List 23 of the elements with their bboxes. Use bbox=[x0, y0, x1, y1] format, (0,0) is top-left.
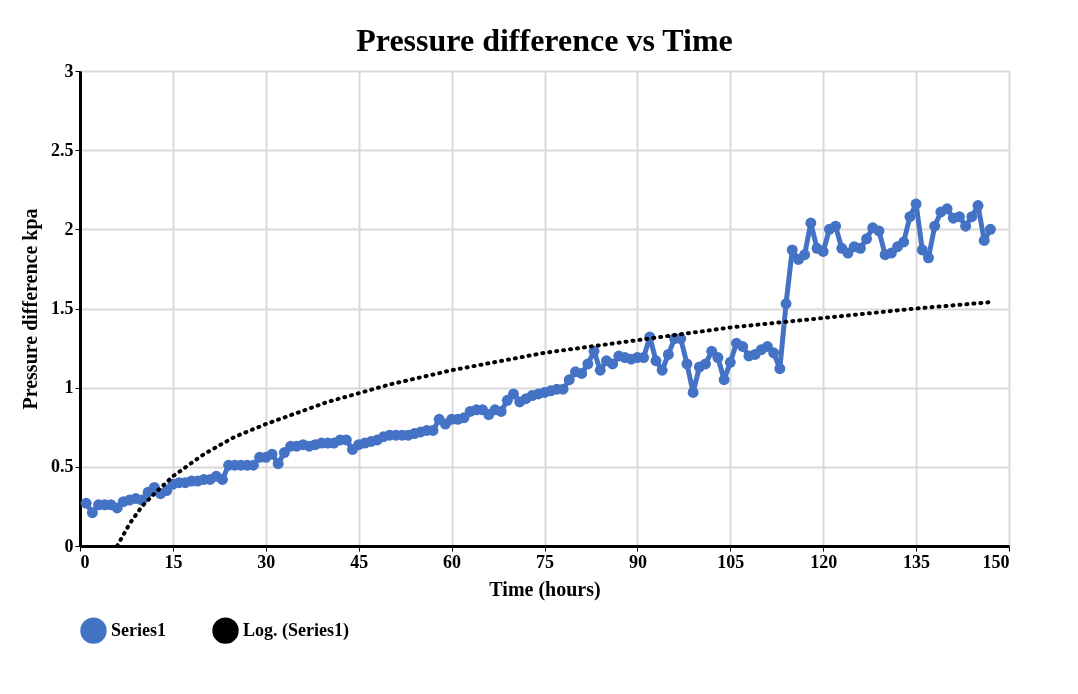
y-tick-label: 1.5 bbox=[51, 298, 74, 318]
y-tick-label: 0 bbox=[64, 535, 74, 556]
x-tick-label: 75 bbox=[536, 551, 554, 572]
x-tick-label: 90 bbox=[628, 551, 647, 572]
x-tick-label: 135 bbox=[903, 551, 931, 572]
x-tick-label: 120 bbox=[810, 551, 838, 572]
x-tick-label: 45 bbox=[350, 551, 369, 572]
x-tick-label: 60 bbox=[443, 551, 462, 572]
y-axis-title: Pressure difference kpa bbox=[19, 208, 42, 410]
x-tick-label: 150 bbox=[982, 551, 1010, 572]
y-tick-label: 1 bbox=[64, 377, 74, 398]
chart-title: Pressure difference vs Time bbox=[356, 22, 733, 58]
y-tick-label: 0.5 bbox=[51, 456, 74, 477]
x-tick-label: 0 bbox=[80, 551, 90, 572]
x-tick-label: 15 bbox=[164, 551, 183, 572]
y-tick-label: 2 bbox=[64, 218, 74, 239]
x-tick-label: 105 bbox=[717, 551, 745, 572]
y-tick-label: 2.5 bbox=[51, 139, 74, 160]
legend-label: Log. (Series1) bbox=[243, 619, 349, 641]
y-tick-label: 3 bbox=[64, 60, 74, 81]
x-axis-title: Time (hours) bbox=[489, 577, 601, 601]
legend-label: Series1 bbox=[111, 619, 166, 640]
x-tick-label: 30 bbox=[257, 551, 276, 572]
